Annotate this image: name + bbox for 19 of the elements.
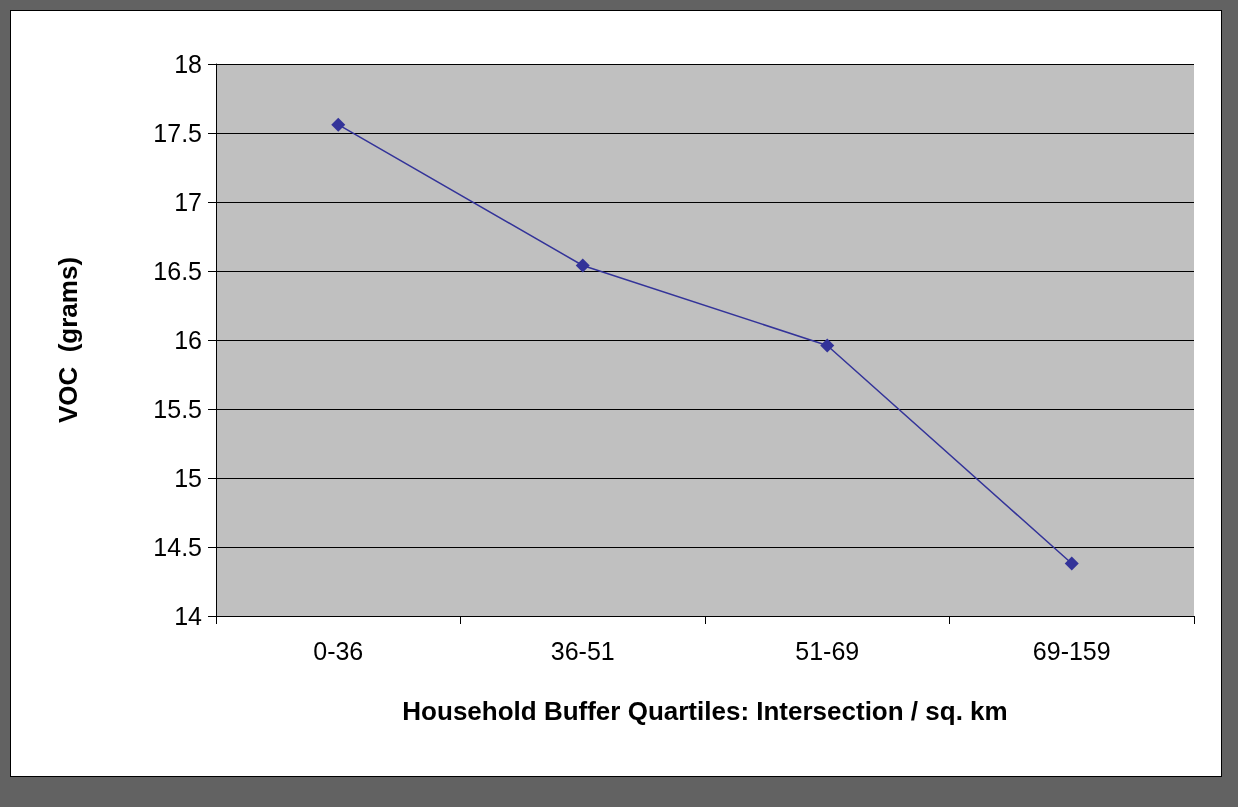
point <box>1064 556 1079 571</box>
x-axis-title: Household Buffer Quartiles: Intersection / sq. km <box>402 696 1008 726</box>
y-tick-label: 16 <box>174 326 202 354</box>
x-tick-label: 51-69 <box>795 636 860 665</box>
y-tick-label: 14.5 <box>153 533 202 561</box>
y-tick-label: 18 <box>174 50 202 78</box>
x-tick-label: 69-159 <box>1032 636 1111 665</box>
point <box>331 117 346 132</box>
x-tick-label: 0-36 <box>313 636 364 665</box>
y-axis-title: VOC (grams) <box>53 256 83 424</box>
x-tick-label: 36-51 <box>550 636 615 665</box>
y-tick-label: 16.5 <box>153 257 202 285</box>
y-tick-label: 17 <box>174 188 202 216</box>
point <box>575 258 590 273</box>
y-tick-label: 17.5 <box>153 119 202 147</box>
y-tick-label: 15 <box>174 464 202 492</box>
y-tick-label: 15.5 <box>153 395 202 423</box>
y-tick-label: 14 <box>174 602 203 630</box>
point <box>820 338 835 353</box>
